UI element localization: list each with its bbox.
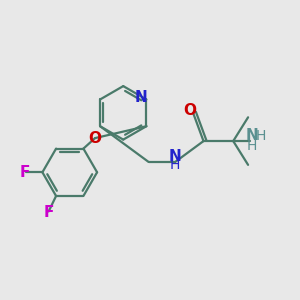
Text: N: N [135, 91, 147, 106]
Text: H: H [247, 140, 257, 153]
Text: H: H [170, 158, 181, 172]
Text: H: H [256, 129, 266, 143]
Text: N: N [169, 149, 182, 164]
Text: O: O [183, 103, 196, 118]
Text: F: F [20, 165, 30, 180]
Text: F: F [44, 206, 54, 220]
Text: O: O [88, 130, 101, 146]
Text: N: N [245, 128, 258, 143]
